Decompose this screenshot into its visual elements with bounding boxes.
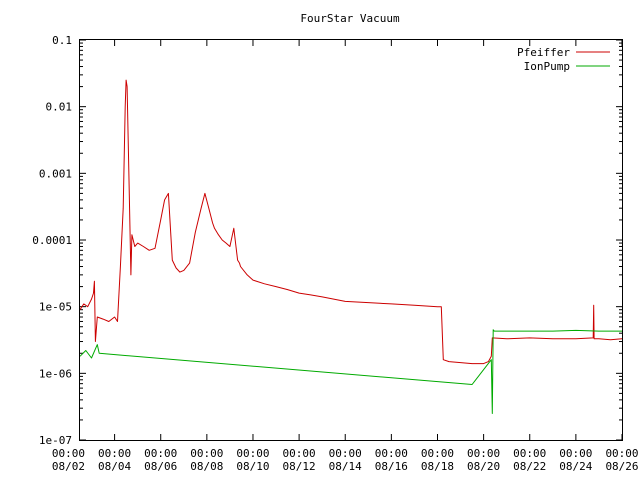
x-tick-label-time: 00:00 xyxy=(52,447,85,460)
x-tick-label-date: 08/08 xyxy=(190,460,223,473)
x-axis: 00:0008/0200:0008/0400:0008/0600:0008/08… xyxy=(52,40,639,473)
y-tick-label: 0.001 xyxy=(39,167,72,180)
x-tick-label-date: 08/20 xyxy=(467,460,500,473)
y-tick-label: 0.01 xyxy=(46,101,73,114)
y-tick-label: 0.0001 xyxy=(32,234,72,247)
x-tick-label-time: 00:00 xyxy=(236,447,269,460)
x-tick-label-time: 00:00 xyxy=(421,447,454,460)
x-tick-label-date: 08/24 xyxy=(559,460,592,473)
x-tick-label-time: 00:00 xyxy=(375,447,408,460)
x-tick-label-time: 00:00 xyxy=(98,447,131,460)
y-tick-label: 1e-06 xyxy=(39,367,72,380)
x-tick-label-time: 00:00 xyxy=(605,447,638,460)
x-tick-label-date: 08/06 xyxy=(144,460,177,473)
legend-label: IonPump xyxy=(524,60,570,73)
x-tick-label-date: 08/02 xyxy=(52,460,85,473)
x-tick-label-date: 08/14 xyxy=(329,460,362,473)
x-tick-label-date: 08/26 xyxy=(605,460,638,473)
legend-label: Pfeiffer xyxy=(517,46,570,59)
chart-title: FourStar Vacuum xyxy=(300,12,400,25)
series-layer xyxy=(79,79,623,414)
y-axis: 1e-07 1e-06 1e-05 0.0001 0.001 0.01 0.1 xyxy=(32,34,622,447)
x-tick-label-time: 00:00 xyxy=(144,447,177,460)
x-tick-label-time: 00:00 xyxy=(190,447,223,460)
x-tick-label-date: 08/12 xyxy=(283,460,316,473)
y-tick-label: 1e-07 xyxy=(39,434,72,447)
x-tick-label-time: 00:00 xyxy=(513,447,546,460)
x-tick-label-time: 00:00 xyxy=(329,447,362,460)
x-tick-label-time: 00:00 xyxy=(283,447,316,460)
x-tick-label-time: 00:00 xyxy=(467,447,500,460)
x-tick-label-date: 08/16 xyxy=(375,460,408,473)
series-line-ionpump xyxy=(79,329,622,414)
y-tick-label: 1e-05 xyxy=(39,301,72,314)
x-tick-label-date: 08/04 xyxy=(98,460,131,473)
x-tick-label-time: 00:00 xyxy=(559,447,592,460)
x-tick-label-date: 08/18 xyxy=(421,460,454,473)
x-tick-label-date: 08/22 xyxy=(513,460,546,473)
plot-frame xyxy=(79,39,623,441)
y-tick-label: 0.1 xyxy=(52,34,72,47)
x-tick-label-date: 08/10 xyxy=(236,460,269,473)
series-line-pfeiffer xyxy=(79,79,623,365)
